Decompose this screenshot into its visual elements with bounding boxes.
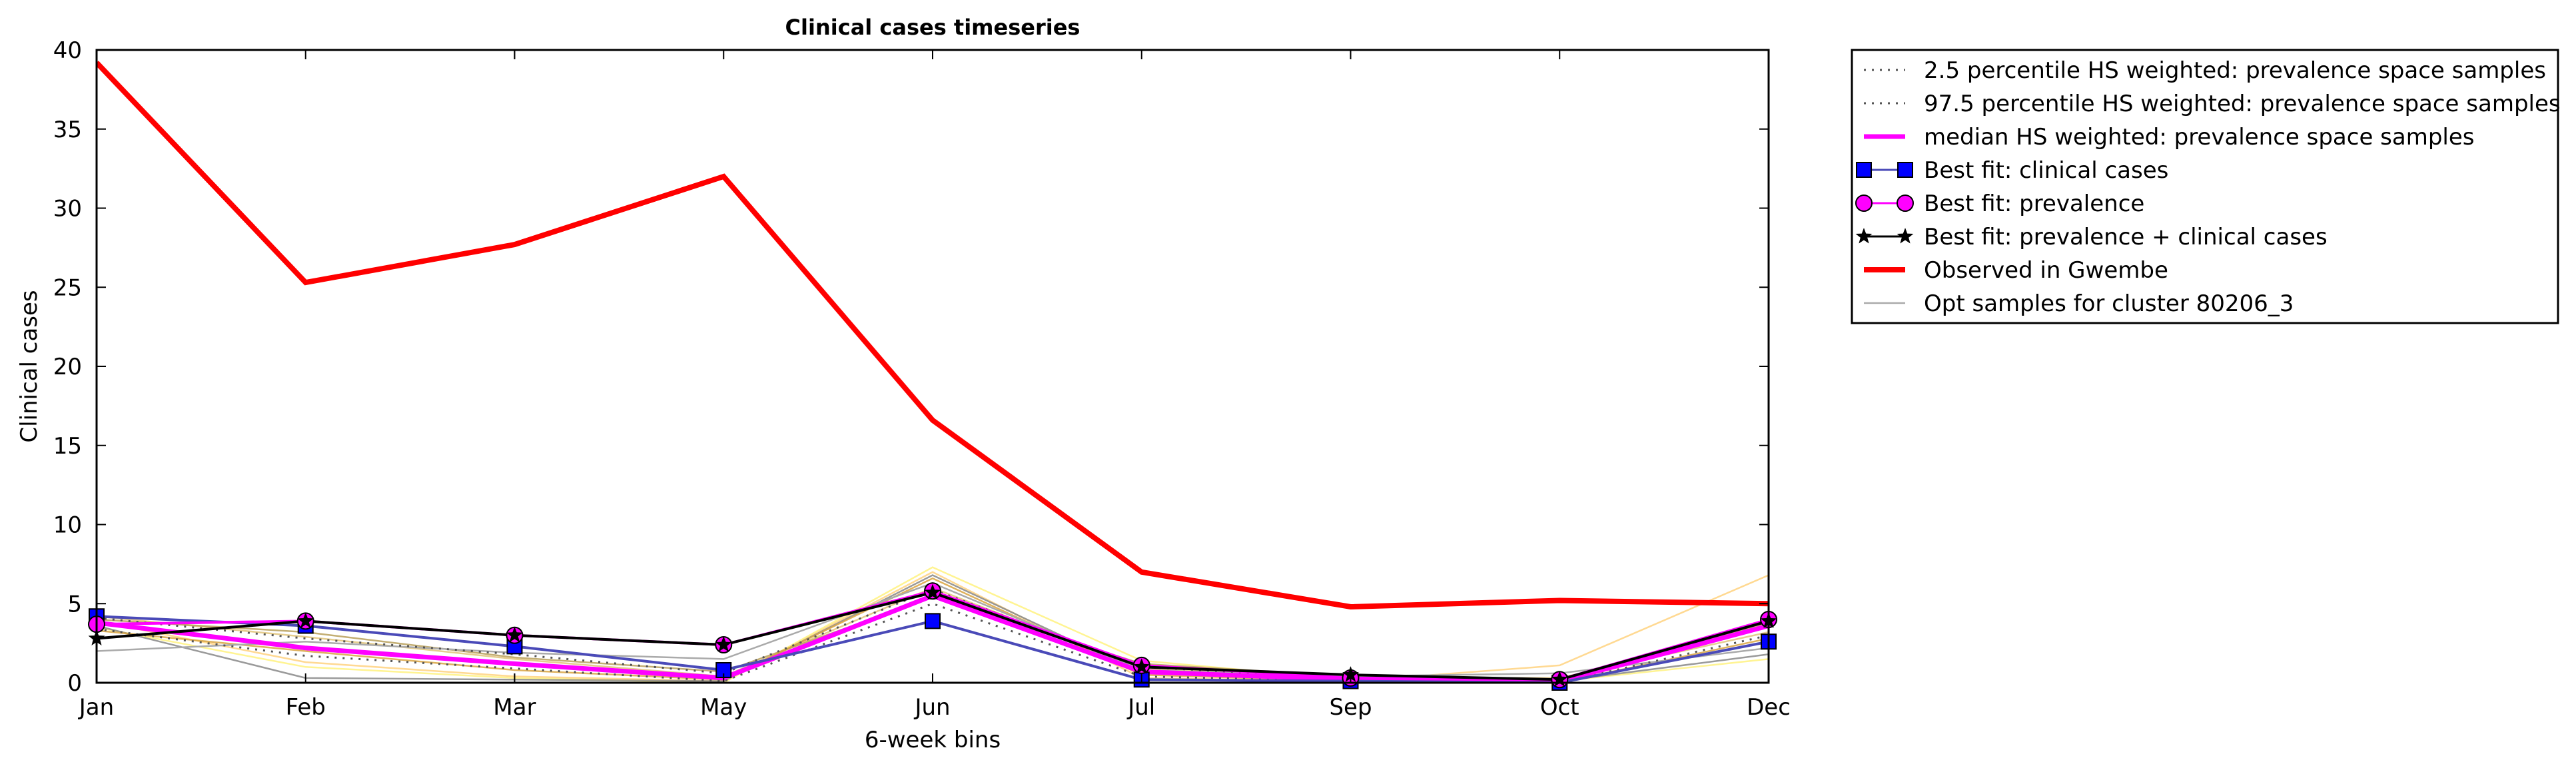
x-tick-label: Oct xyxy=(1540,694,1579,721)
data-point xyxy=(925,613,941,629)
x-tick-label: Jan xyxy=(78,694,114,721)
data-point xyxy=(1855,228,1873,244)
y-tick-label: 10 xyxy=(53,512,82,539)
data-point xyxy=(924,583,941,600)
data-point xyxy=(1897,162,1913,178)
x-tick-label: Jul xyxy=(1126,694,1155,721)
x-tick-label: Sep xyxy=(1329,694,1372,721)
x-tick-label: Dec xyxy=(1747,694,1791,721)
data-point xyxy=(715,636,732,652)
sample-line xyxy=(97,596,1769,681)
y-tick-label: 35 xyxy=(53,117,82,143)
legend-box xyxy=(1851,49,2559,324)
legend-label: Observed in Gwembe xyxy=(1924,257,2168,284)
sample-line xyxy=(97,571,1769,682)
data-point xyxy=(506,626,523,643)
legend-label: 2.5 percentile HS weighted: prevalence s… xyxy=(1924,57,2546,84)
y-tick-label: 0 xyxy=(67,670,82,697)
legend: 2.5 percentile HS weighted: prevalence s… xyxy=(1851,49,2561,324)
data-point xyxy=(1897,228,1914,244)
y-tick-label: 30 xyxy=(53,196,82,222)
axes: Jan Feb Mar May Jun Jul Sep Oct Dec 0 5 10 15 20 25 30 3… xyxy=(53,37,1791,721)
series-line xyxy=(97,588,1769,681)
data-point xyxy=(297,612,314,628)
chart-title: Clinical cases timeseries xyxy=(785,15,1080,40)
y-tick-label: 15 xyxy=(53,433,82,460)
legend-label: median HS weighted: prevalence space sam… xyxy=(1924,124,2475,151)
legend-label: Best fit: clinical cases xyxy=(1924,157,2168,184)
y-tick-label: 40 xyxy=(53,37,82,64)
data-point xyxy=(1897,194,1914,212)
data-point xyxy=(1855,194,1873,212)
x-tick-label: Jun xyxy=(913,694,950,721)
legend-label: Best fit: prevalence xyxy=(1924,191,2144,217)
y-tick-label: 5 xyxy=(67,591,82,617)
series-line xyxy=(97,591,1769,681)
x-tick-label: May xyxy=(700,694,747,721)
legend-label: 97.5 percentile HS weighted: prevalence … xyxy=(1924,91,2561,117)
y-tick-label: 20 xyxy=(53,354,82,380)
data-point xyxy=(1856,162,1872,178)
series-line xyxy=(97,602,1769,683)
y-axis-label: Clinical cases xyxy=(16,290,43,442)
y-tick-label: 25 xyxy=(53,274,82,301)
series-line xyxy=(97,61,1769,610)
x-tick-label: Mar xyxy=(493,694,536,721)
x-tick-label: Feb xyxy=(286,694,326,721)
data-point xyxy=(1133,658,1150,674)
legend-label: Opt samples for cluster 80206_3 xyxy=(1924,290,2294,317)
legend-label: Best fit: prevalence + clinical cases xyxy=(1924,224,2328,250)
x-axis-label: 6-week bins xyxy=(865,727,1001,753)
